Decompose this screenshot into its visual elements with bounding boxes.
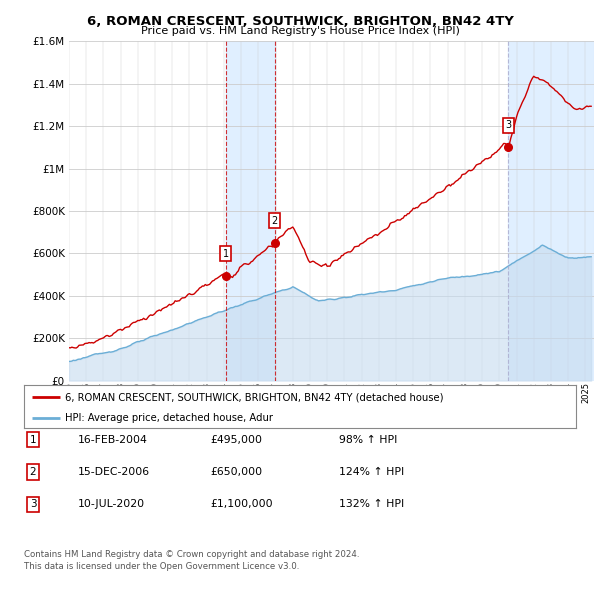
Text: 132% ↑ HPI: 132% ↑ HPI — [339, 500, 404, 509]
Text: 98% ↑ HPI: 98% ↑ HPI — [339, 435, 397, 444]
Text: 1: 1 — [223, 248, 229, 258]
Text: £495,000: £495,000 — [210, 435, 262, 444]
Text: Contains HM Land Registry data © Crown copyright and database right 2024.: Contains HM Land Registry data © Crown c… — [24, 550, 359, 559]
Text: 10-JUL-2020: 10-JUL-2020 — [78, 500, 145, 509]
Text: Price paid vs. HM Land Registry's House Price Index (HPI): Price paid vs. HM Land Registry's House … — [140, 26, 460, 36]
Text: 16-FEB-2004: 16-FEB-2004 — [78, 435, 148, 444]
Text: 6, ROMAN CRESCENT, SOUTHWICK, BRIGHTON, BN42 4TY (detached house): 6, ROMAN CRESCENT, SOUTHWICK, BRIGHTON, … — [65, 392, 444, 402]
Text: 6, ROMAN CRESCENT, SOUTHWICK, BRIGHTON, BN42 4TY: 6, ROMAN CRESCENT, SOUTHWICK, BRIGHTON, … — [86, 15, 514, 28]
Text: 2: 2 — [29, 467, 37, 477]
Text: HPI: Average price, detached house, Adur: HPI: Average price, detached house, Adur — [65, 414, 274, 424]
Text: £1,100,000: £1,100,000 — [210, 500, 272, 509]
Text: 124% ↑ HPI: 124% ↑ HPI — [339, 467, 404, 477]
Text: This data is licensed under the Open Government Licence v3.0.: This data is licensed under the Open Gov… — [24, 562, 299, 571]
Text: 1: 1 — [29, 435, 37, 444]
Text: 3: 3 — [29, 500, 37, 509]
Bar — [226, 41, 275, 381]
Text: 15-DEC-2006: 15-DEC-2006 — [78, 467, 150, 477]
Bar — [508, 41, 594, 381]
Text: 3: 3 — [505, 120, 512, 130]
Text: £650,000: £650,000 — [210, 467, 262, 477]
Text: 2: 2 — [272, 216, 278, 226]
